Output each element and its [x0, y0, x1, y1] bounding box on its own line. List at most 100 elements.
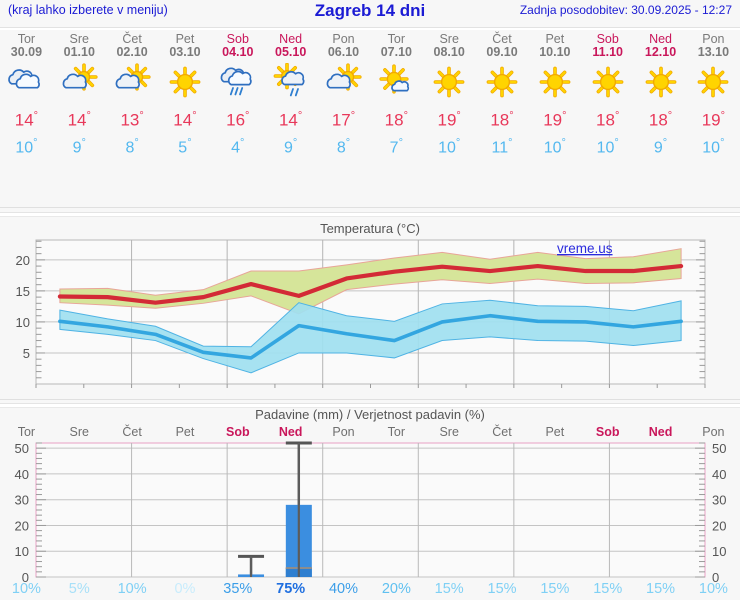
svg-text:15: 15	[16, 284, 30, 299]
degree-sign: °	[245, 110, 250, 122]
svg-text:20: 20	[712, 518, 726, 533]
max-temperature: 18°	[490, 106, 513, 131]
min-temp-value: 11	[491, 138, 509, 156]
day-column[interactable]: Ned 05.10 14° 9°	[264, 30, 317, 210]
degree-sign: °	[509, 110, 514, 122]
max-temp-value: 14	[14, 110, 34, 130]
day-name: Sob	[596, 32, 619, 46]
min-temperature: 7°	[390, 134, 403, 157]
degree-sign: °	[33, 110, 39, 122]
svg-text:30: 30	[712, 493, 726, 508]
degree-sign: °	[192, 110, 197, 122]
section-divider-mid-2	[0, 403, 740, 408]
precipitation-probability: 15%	[487, 581, 517, 597]
precipitation-probability: 10%	[117, 581, 147, 597]
day-date: 13.10	[697, 45, 730, 59]
weather-sunny-icon	[533, 63, 577, 103]
min-temperature: 11°	[492, 134, 513, 157]
min-temp-value: 7	[389, 138, 399, 156]
day-name: Pet	[545, 32, 565, 46]
day-column[interactable]: Sre 01.10 14° 9°	[53, 30, 106, 210]
day-name: Čet	[492, 32, 512, 46]
degree-sign: °	[667, 110, 673, 122]
day-name: Ned	[279, 32, 303, 46]
day-column[interactable]: Pet 03.10 14° 5°	[159, 30, 212, 210]
min-temperature: 9°	[654, 134, 667, 157]
min-temperature: 9°	[284, 134, 297, 157]
precip-day-label: Ned	[648, 425, 673, 439]
min-temperature: 10°	[438, 134, 460, 157]
max-temperature: 14°	[173, 106, 196, 131]
max-temperature: 14°	[279, 106, 302, 131]
page-header: (kraj lahko izberete v meniju) Zagreb 14…	[0, 0, 740, 27]
daily-forecast-strip: Tor 30.09 14° 10° Sre 01.10 14° 9° Čet 02.10 13° 8°…	[0, 30, 740, 210]
degree-sign: °	[350, 110, 356, 122]
max-temp-value: 16	[226, 110, 246, 130]
day-column[interactable]: Tor 07.10 18° 7°	[370, 30, 423, 210]
max-temperature: 19°	[543, 106, 566, 131]
day-column[interactable]: Pet 10.10 19° 10°	[528, 30, 581, 210]
day-column[interactable]: Sob 04.10 16° 4°	[211, 30, 264, 210]
day-name: Sre	[69, 32, 89, 46]
degree-sign: °	[403, 110, 408, 122]
max-temp-value: 18	[490, 110, 510, 130]
max-temperature: 18°	[649, 106, 672, 131]
degree-sign: °	[292, 136, 298, 149]
max-temperature: 14°	[15, 106, 38, 131]
max-temp-value: 17	[331, 110, 351, 130]
day-column[interactable]: Tor 30.09 14° 10°	[0, 30, 53, 210]
max-temperature: 18°	[596, 106, 619, 131]
day-column[interactable]: Čet 09.10 18° 11°	[476, 30, 529, 210]
precipitation-probability: 15%	[646, 581, 676, 597]
degree-sign: °	[345, 136, 351, 149]
max-temp-value: 19	[701, 110, 721, 130]
weather-sunny-icon	[427, 63, 471, 103]
weather-rain-icon	[216, 63, 260, 103]
day-name: Tor	[387, 32, 406, 46]
max-temp-value: 19	[437, 110, 457, 130]
weather-sunny-icon	[480, 63, 524, 103]
min-temp-value: 5	[178, 138, 188, 156]
day-column[interactable]: Pon 06.10 17° 8°	[317, 30, 370, 210]
day-name: Pon	[332, 32, 355, 46]
day-name: Tor	[17, 32, 36, 46]
svg-text:0: 0	[22, 570, 29, 585]
day-column[interactable]: Pon 13.10 19° 10°	[687, 30, 740, 210]
day-date: 02.10	[116, 45, 148, 59]
min-temperature: 10°	[702, 134, 724, 157]
max-temp-value: 14	[67, 110, 87, 130]
day-column[interactable]: Sre 08.10 19° 10°	[423, 30, 476, 210]
svg-text:10: 10	[712, 544, 726, 559]
svg-text:20: 20	[15, 518, 29, 533]
precip-day-label: Čet	[492, 425, 512, 439]
svg-text:30: 30	[15, 493, 29, 508]
precip-day-label: Sre	[69, 425, 89, 439]
day-column[interactable]: Čet 02.10 13° 8°	[106, 30, 159, 210]
precip-day-label: Sob	[225, 425, 250, 439]
weather-sunny-icon	[586, 63, 630, 103]
svg-text:20: 20	[16, 253, 30, 268]
page-title: Zagreb 14 dni	[314, 1, 426, 20]
min-temperature: 10°	[15, 134, 37, 157]
degree-sign: °	[81, 136, 86, 149]
day-date: 09.10	[486, 45, 518, 59]
degree-sign: °	[398, 136, 403, 149]
day-name: Ned	[649, 32, 673, 46]
day-name: Sre	[439, 32, 459, 46]
min-temperature: 5°	[178, 134, 191, 157]
watermark-link[interactable]: vreme.us	[557, 241, 613, 256]
min-temperature: 9°	[73, 134, 86, 157]
degree-sign: °	[561, 136, 566, 149]
min-temp-value: 9	[653, 138, 663, 156]
svg-text:50: 50	[712, 441, 726, 456]
svg-text:10: 10	[16, 315, 30, 330]
degree-sign: °	[508, 136, 513, 149]
day-column[interactable]: Ned 12.10 18° 9°	[634, 30, 687, 210]
day-date: 10.10	[539, 45, 571, 59]
weather-partly-sunny-icon	[57, 63, 101, 103]
max-temperature: 16°	[226, 106, 249, 131]
section-divider-mid	[0, 399, 740, 400]
max-temp-value: 14	[173, 110, 193, 130]
weather-cloudy-icon	[4, 63, 48, 103]
day-column[interactable]: Sob 11.10 18° 10°	[581, 30, 634, 210]
